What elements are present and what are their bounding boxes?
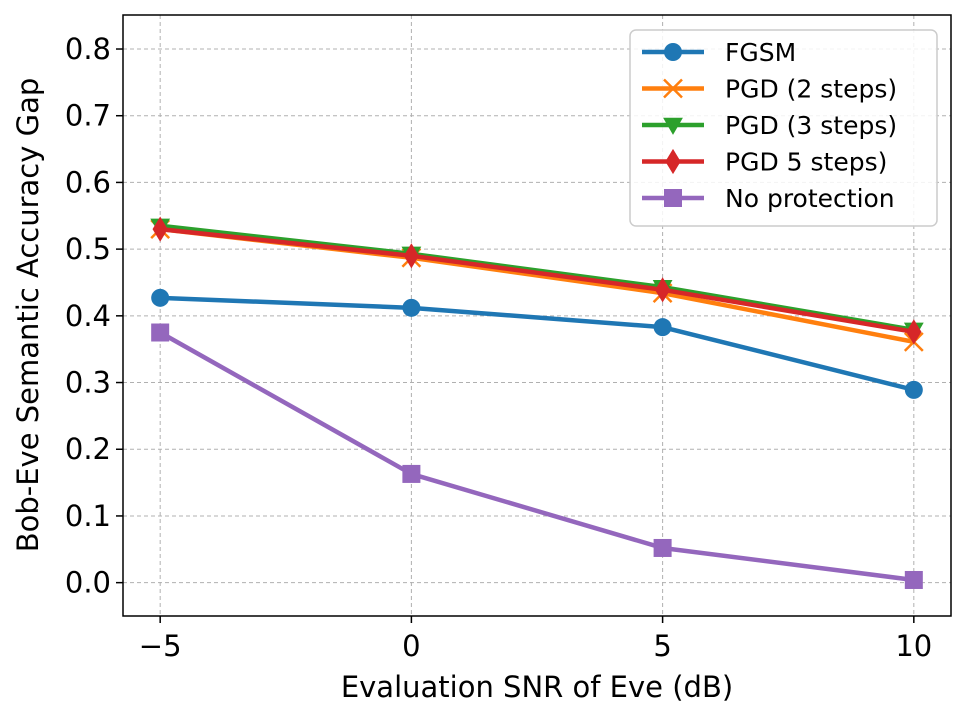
- square-marker: [151, 323, 170, 342]
- series-line: [159, 223, 915, 333]
- series-line: [159, 330, 915, 583]
- x-tick-label: 5: [653, 629, 671, 663]
- legend-label: No protection: [725, 184, 895, 213]
- y-tick-label: 0.3: [65, 366, 111, 400]
- y-tick-label: 0.0: [65, 566, 111, 600]
- y-tick-label: 0.2: [65, 432, 111, 466]
- series-layer: [150, 216, 924, 589]
- y-tick-label: 0.4: [65, 299, 111, 333]
- x-axis-label: Evaluation SNR of Eve (dB): [341, 670, 733, 704]
- legend-item: FGSM: [642, 38, 796, 67]
- diamond-marker: [654, 277, 671, 303]
- y-tick-label: 0.1: [65, 499, 111, 533]
- series-line: [159, 226, 915, 335]
- y-tick-label: 0.6: [65, 165, 111, 199]
- x-tick-label: 10: [895, 629, 932, 663]
- legend-item: PGD (3 steps): [642, 111, 897, 140]
- legend-item: No protection: [642, 184, 895, 213]
- triangle-down-marker: [663, 117, 683, 135]
- series-line: [160, 295, 915, 393]
- series-pgd-5-steps-: [152, 216, 922, 345]
- x-marker: [663, 78, 683, 99]
- circle-marker: [653, 318, 672, 337]
- x-tick-label: −5: [139, 629, 182, 663]
- y-axis-label: Bob-Eve Semantic Accuracy Gap: [11, 78, 45, 553]
- square-marker: [664, 189, 682, 207]
- y-tick-label: 0.7: [65, 99, 111, 133]
- circle-marker: [402, 298, 421, 317]
- square-marker: [904, 570, 923, 589]
- series-line: [159, 226, 915, 345]
- circle-marker: [904, 380, 923, 399]
- legend-box: [629, 29, 938, 227]
- square-marker: [402, 464, 421, 483]
- circle-marker: [151, 288, 170, 307]
- legend-label: PGD 5 steps): [725, 148, 887, 177]
- series-no-protection: [151, 323, 923, 589]
- legend-item: PGD (2 steps): [642, 75, 897, 104]
- x-tick-label: 0: [402, 629, 420, 663]
- legend-label: FGSM: [725, 38, 796, 67]
- square-marker: [653, 538, 672, 557]
- diamond-marker: [665, 148, 681, 175]
- series-fgsm: [151, 288, 923, 399]
- legend-item: PGD 5 steps): [642, 148, 887, 177]
- diamond-marker: [152, 216, 168, 242]
- circle-marker: [664, 43, 682, 61]
- y-tick-label: 0.8: [65, 32, 111, 66]
- legend-label: PGD (3 steps): [725, 111, 897, 140]
- diamond-marker: [906, 319, 922, 345]
- legend: FGSM PGD (2 steps) PGD (3 steps) PGD 5 step…: [629, 29, 938, 227]
- legend-label: PGD (2 steps): [725, 75, 897, 104]
- diamond-marker: [403, 243, 420, 269]
- ticks: −5 0 5 10 0.0 0.1 0.2 0.3 0.4 0.5 0.6 0.7 0.8: [65, 32, 932, 663]
- y-tick-label: 0.5: [65, 232, 111, 266]
